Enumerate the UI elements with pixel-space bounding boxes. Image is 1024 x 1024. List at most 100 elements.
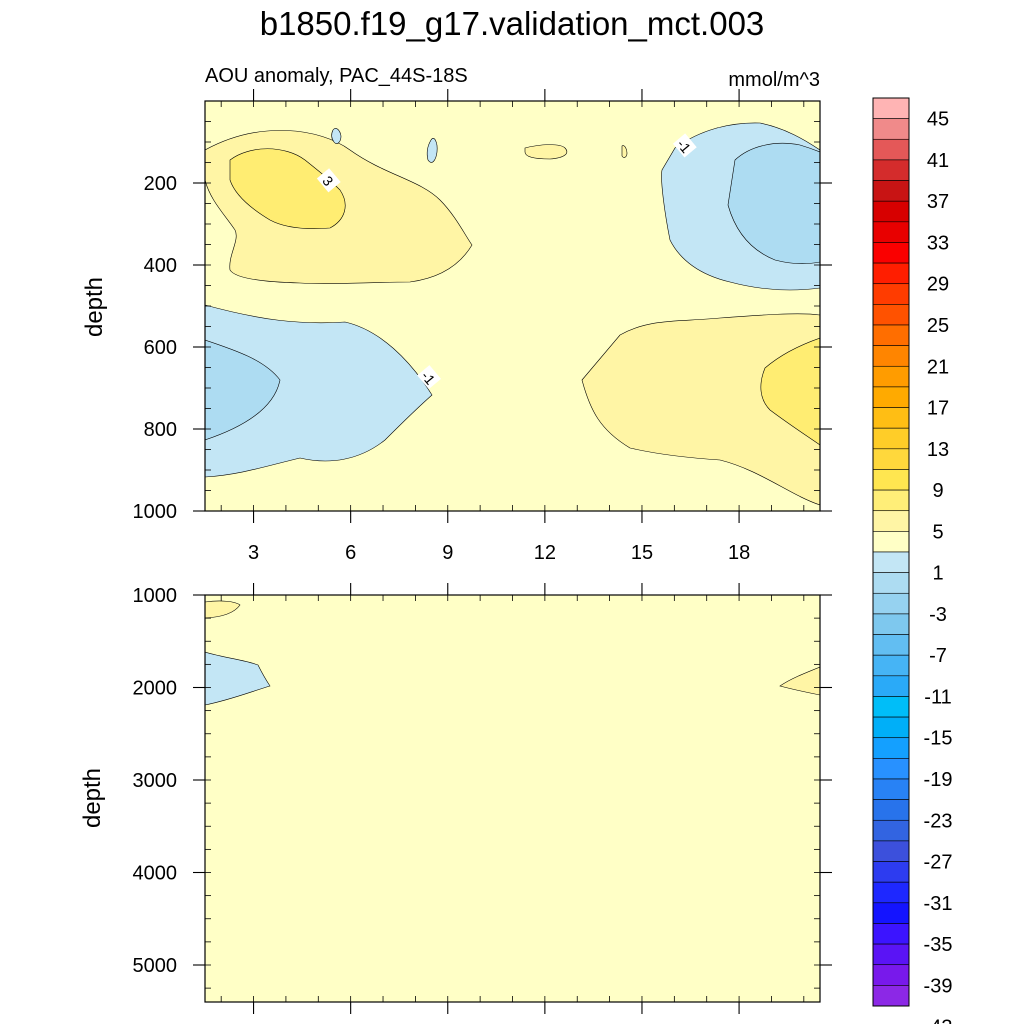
contour-region-upper-7 xyxy=(727,142,820,265)
plot-area-lower xyxy=(205,595,820,1002)
colorbar-label-10: 5 xyxy=(932,521,943,543)
colorbar-label-6: 21 xyxy=(927,356,949,378)
colorbar-swatch-7 xyxy=(872,242,910,264)
contour-region-upper-5 xyxy=(760,337,820,446)
y-tick-label-upper-1: 400 xyxy=(144,255,177,277)
colorbar-swatch-24 xyxy=(872,592,910,615)
colorbar-swatch-16 xyxy=(872,427,910,450)
colorbar-swatch-6 xyxy=(872,221,910,243)
colorbar-label-11: 1 xyxy=(932,563,943,585)
colorbar-label-14: -11 xyxy=(924,686,951,708)
contour-label-1: 3 xyxy=(316,168,341,193)
colorbar-label-3: 33 xyxy=(927,232,949,254)
colorbar-label-18: -27 xyxy=(924,852,953,874)
colorbar-label-21: -39 xyxy=(924,975,953,997)
colorbar-label-12: -3 xyxy=(929,604,947,626)
colorbar-swatch-39 xyxy=(872,902,910,924)
colorbar-swatch-17 xyxy=(872,448,910,470)
colorbar-label-16: -19 xyxy=(924,769,953,791)
y-tick-label-lower-4: 5000 xyxy=(133,955,178,977)
colorbar-swatch-9 xyxy=(872,283,910,305)
contour-region-lower-1 xyxy=(205,651,271,706)
colorbar-swatch-10 xyxy=(872,304,910,326)
y-tick-label-upper-4: 1000 xyxy=(133,501,178,523)
contour-label-0: -1 xyxy=(672,133,697,158)
colorbar-swatch-25 xyxy=(872,613,910,635)
colorbar-swatch-32 xyxy=(872,758,910,780)
contour-region-upper-8 xyxy=(331,128,342,144)
colorbar-swatch-0 xyxy=(872,97,910,119)
lower-panel: 1000 2000 3000 4000 5000 xyxy=(133,583,832,1014)
contour-region-upper-10 xyxy=(524,144,568,160)
x-tick-label-4: 15 xyxy=(631,542,653,564)
contour-region-upper-3 xyxy=(205,339,281,441)
colorbar-swatch-26 xyxy=(872,634,910,656)
contour-region-upper-2 xyxy=(205,304,433,478)
x-tick-label-2: 9 xyxy=(442,542,453,564)
lower-ylabel: depth xyxy=(79,768,106,828)
x-tick-label-0: 3 xyxy=(248,542,259,564)
colorbar-label-0: 45 xyxy=(927,109,949,131)
colorbar-frame xyxy=(872,97,910,1007)
colorbar-swatch-42 xyxy=(872,964,910,986)
contour-region-lower-0 xyxy=(205,600,241,619)
y-tick-label-lower-2: 3000 xyxy=(133,770,178,792)
y-tick-label-upper-3: 800 xyxy=(144,419,177,441)
colorbar-swatch-19 xyxy=(872,489,910,512)
colorbar-swatch-5 xyxy=(872,200,910,223)
colorbar-label-1: 41 xyxy=(927,150,949,172)
colorbar-swatch-30 xyxy=(872,716,910,739)
x-tick-label-1: 6 xyxy=(345,542,356,564)
x-tick-label-3: 12 xyxy=(534,542,556,564)
colorbar-swatch-15 xyxy=(872,407,910,429)
colorbar-swatch-34 xyxy=(872,799,910,821)
units-label: mmol/m^3 xyxy=(728,69,820,91)
y-tick-label-upper-0: 200 xyxy=(144,173,177,195)
colorbar-swatch-18 xyxy=(872,469,910,491)
colorbar-swatch-4 xyxy=(872,180,910,202)
colorbar-swatch-43 xyxy=(872,985,910,1007)
colorbar-label-7: 17 xyxy=(927,398,949,420)
colorbar-swatch-35 xyxy=(872,819,910,842)
colorbar-swatch-28 xyxy=(872,675,910,697)
contour-region-lower-2 xyxy=(779,666,820,696)
colorbar-swatch-14 xyxy=(872,386,910,408)
colorbar-swatch-40 xyxy=(872,923,910,945)
colorbar-swatch-21 xyxy=(872,531,910,553)
colorbar-swatch-36 xyxy=(872,840,910,862)
colorbar-swatch-12 xyxy=(872,345,910,367)
colorbar: 45 41 37 33 29 25 21 17 13 9 5 1 -3 -7 -11 -15 -19 -23 -27… xyxy=(872,97,953,1024)
y-tick-label-upper-2: 600 xyxy=(144,337,177,359)
colorbar-swatch-37 xyxy=(872,861,910,883)
colorbar-label-13: -7 xyxy=(929,645,947,667)
colorbar-label-22: -43 xyxy=(924,1017,953,1024)
colorbar-swatch-8 xyxy=(872,262,910,285)
y-tick-label-lower-3: 4000 xyxy=(133,863,178,885)
colorbar-swatch-2 xyxy=(872,138,910,161)
y-tick-label-lower-1: 2000 xyxy=(133,678,178,700)
contour-region-upper-11 xyxy=(621,145,628,158)
colorbar-label-15: -15 xyxy=(924,728,953,750)
y-tick-label-lower-0: 1000 xyxy=(133,585,178,607)
colorbar-swatch-3 xyxy=(872,159,910,181)
colorbar-label-19: -31 xyxy=(924,893,953,915)
colorbar-swatch-22 xyxy=(872,551,910,573)
chart-title: b1850.f19_g17.validation_mct.003 xyxy=(260,5,765,42)
contour-region-upper-1 xyxy=(229,148,346,230)
colorbar-swatch-20 xyxy=(872,510,910,532)
colorbar-label-2: 37 xyxy=(927,191,949,213)
colorbar-label-5: 25 xyxy=(927,315,949,337)
colorbar-swatch-13 xyxy=(872,365,910,388)
colorbar-swatch-27 xyxy=(872,654,910,677)
colorbar-swatch-33 xyxy=(872,778,910,800)
colorbar-swatch-38 xyxy=(872,881,910,904)
contour-region-upper-4 xyxy=(581,313,820,506)
colorbar-swatch-23 xyxy=(872,572,910,594)
colorbar-label-20: -35 xyxy=(924,934,953,956)
contour-label-2: -1 xyxy=(417,365,442,390)
colorbar-swatch-11 xyxy=(872,324,910,346)
chart-subtitle: AOU anomaly, PAC_44S-18S xyxy=(205,65,468,87)
colorbar-swatch-41 xyxy=(872,943,910,966)
upper-panel: 200 400 600 800 1000 3 6 9 12 15 18 -1 3 -1 xyxy=(133,89,832,564)
